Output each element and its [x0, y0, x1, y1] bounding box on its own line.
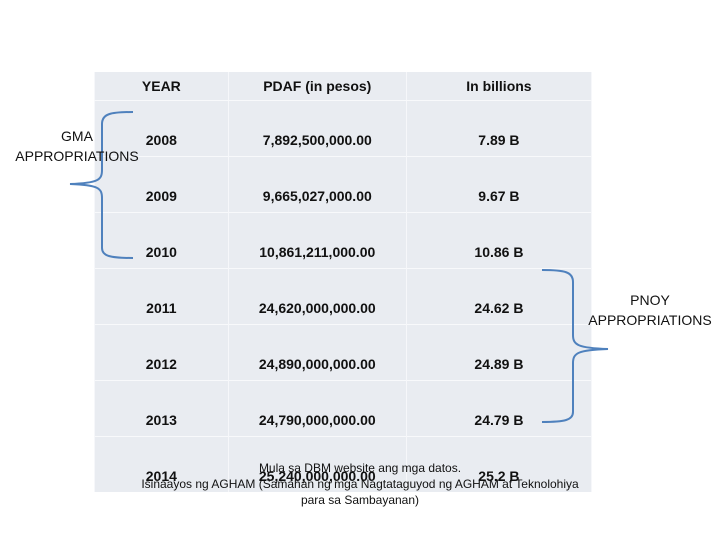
source-line3: para sa Sambayanan): [300, 493, 420, 507]
cell-billions: 7.89 B: [405, 100, 593, 157]
table-row: 2013 24,790,000,000.00 24.79 B: [94, 380, 593, 437]
cell-year: 2008: [94, 100, 229, 157]
gma-brace-icon: [69, 111, 134, 259]
table-header-row: YEAR PDAF (in pesos) In billions: [94, 72, 593, 101]
cell-year: 2010: [94, 212, 229, 269]
cell-billions: 25.2 B: [405, 436, 593, 492]
pnoy-label-line2: APPROPRIATIONS: [588, 312, 712, 328]
source-note: Mula sa DBM website ang mga datos. Isina…: [0, 460, 720, 508]
header-year: YEAR: [94, 72, 229, 101]
pnoy-brace-icon: [541, 269, 609, 423]
pnoy-appropriations-label: PNOY APPROPRIATIONS: [582, 290, 718, 330]
table-row: 2008 7,892,500,000.00 7.89 B: [94, 100, 593, 157]
pnoy-label-line1: PNOY: [630, 292, 670, 308]
gma-label-line2: APPROPRIATIONS: [15, 148, 139, 164]
source-line1: Mula sa DBM website ang mga datos.: [258, 461, 462, 475]
cell-pesos: 7,892,500,000.00: [227, 100, 407, 157]
gma-label-line1: GMA: [61, 128, 93, 144]
cell-year: 2011: [94, 268, 229, 325]
cell-billions: 24.79 B: [405, 380, 593, 437]
gma-appropriations-label: GMA APPROPRIATIONS: [10, 126, 144, 166]
cell-billions: 10.86 B: [405, 212, 593, 269]
cell-pesos: 25,240,000,000.00: [227, 436, 407, 492]
cell-billions: 9.67 B: [405, 156, 593, 213]
source-line2: Isinaayos ng AGHAM (Samahan ng mga Nagta…: [141, 477, 579, 491]
cell-billions: 24.62 B: [405, 268, 593, 325]
cell-pesos: 24,620,000,000.00: [227, 268, 407, 325]
cell-year: 2009: [94, 156, 229, 213]
cell-pesos: 10,861,211,000.00: [227, 212, 407, 269]
cell-year: 2012: [94, 324, 229, 381]
table-row: 2010 10,861,211,000.00 10.86 B: [94, 212, 593, 269]
table-row: 2011 24,620,000,000.00 24.62 B: [94, 268, 593, 325]
table-row: 2012 24,890,000,000.00 24.89 B: [94, 324, 593, 381]
cell-pesos: 9,665,027,000.00: [227, 156, 407, 213]
cell-pesos: 24,890,000,000.00: [227, 324, 407, 381]
cell-pesos: 24,790,000,000.00: [227, 380, 407, 437]
pdaf-table: YEAR PDAF (in pesos) In billions 2008 7,…: [94, 72, 593, 492]
cell-year: 2013: [94, 380, 229, 437]
header-pdaf-pesos: PDAF (in pesos): [227, 72, 407, 101]
table-row: 2009 9,665,027,000.00 9.67 B: [94, 156, 593, 213]
cell-billions: 24.89 B: [405, 324, 593, 381]
table-row: 2014 25,240,000,000.00 25.2 B: [94, 436, 593, 492]
